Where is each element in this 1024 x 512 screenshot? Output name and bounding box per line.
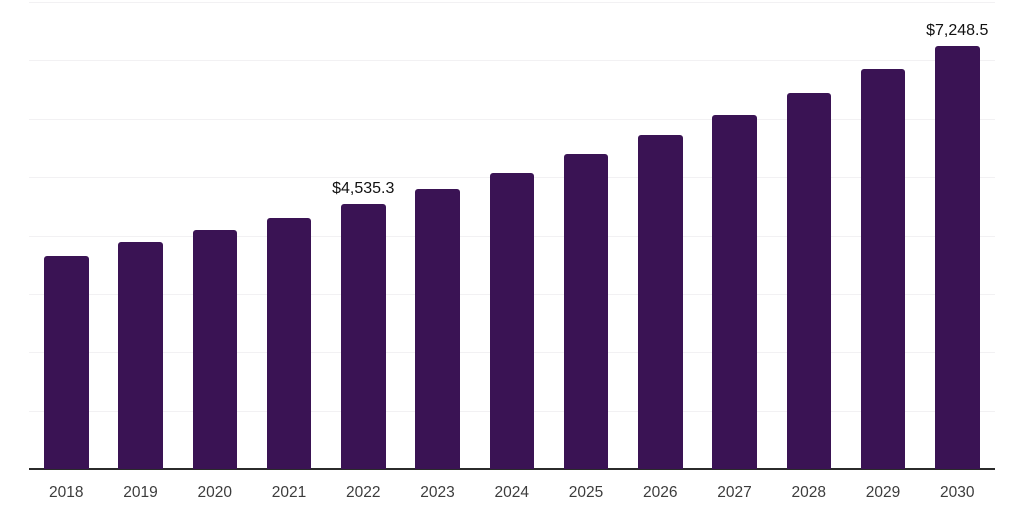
- x-tick-2023: 2023: [420, 484, 455, 501]
- bar-2024: [489, 172, 534, 469]
- bar-2018: [44, 255, 89, 469]
- bar-2025: [563, 154, 609, 469]
- plot-area: $4,535.3 $7,248.5: [29, 2, 995, 470]
- bar-2026: [638, 135, 683, 469]
- bar-2029: [860, 69, 906, 469]
- x-axis-labels: 2018 2019 2020 2021 2022 2023 2024 2025 2026 2027…: [29, 485, 995, 505]
- bar-2020: [192, 229, 237, 469]
- bar-2027: [712, 114, 757, 469]
- x-tick-2026: 2026: [643, 484, 678, 501]
- bar-2022: [341, 204, 386, 469]
- gridline-6000: [29, 118, 995, 120]
- x-tick-2019: 2019: [123, 484, 158, 501]
- gridline-8000: [29, 2, 995, 3]
- gridline-7000: [29, 60, 995, 62]
- x-tick-2029: 2029: [865, 484, 901, 501]
- bar-2030: [935, 45, 980, 469]
- x-tick-2018: 2018: [49, 484, 84, 501]
- x-tick-2020: 2020: [197, 484, 232, 501]
- x-tick-2027: 2027: [717, 484, 752, 501]
- data-label-2022: $4,535.3: [332, 180, 395, 198]
- x-tick-2024: 2024: [494, 484, 529, 501]
- bar-2023: [415, 189, 460, 469]
- x-axis-line: [29, 468, 995, 470]
- x-tick-2025: 2025: [568, 484, 604, 501]
- bar-2028: [786, 93, 831, 469]
- bar-2019: [118, 241, 163, 469]
- data-label-2030: $7,248.5: [926, 21, 989, 39]
- x-tick-2028: 2028: [791, 484, 826, 501]
- x-tick-2021: 2021: [271, 484, 307, 501]
- bar-2021: [266, 218, 312, 469]
- x-tick-2022: 2022: [346, 484, 381, 501]
- x-tick-2030: 2030: [940, 484, 975, 501]
